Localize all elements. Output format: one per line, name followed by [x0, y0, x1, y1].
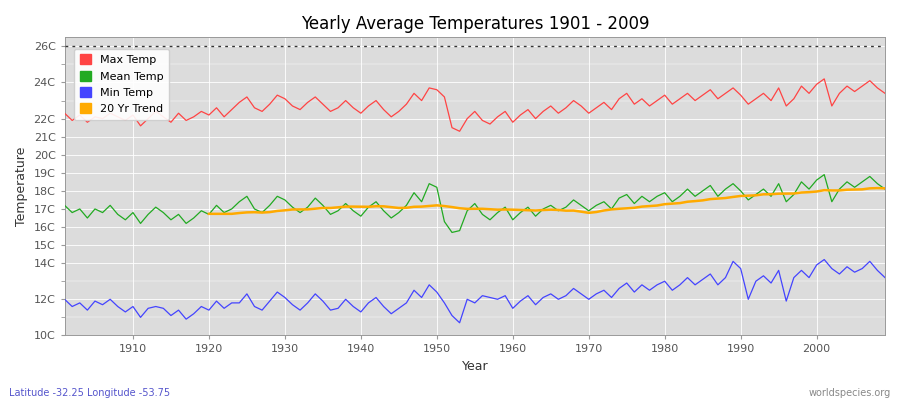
Text: Latitude -32.25 Longitude -53.75: Latitude -32.25 Longitude -53.75 [9, 388, 170, 398]
Y-axis label: Temperature: Temperature [15, 147, 28, 226]
X-axis label: Year: Year [462, 360, 488, 373]
Legend: Max Temp, Mean Temp, Min Temp, 20 Yr Trend: Max Temp, Mean Temp, Min Temp, 20 Yr Tre… [74, 49, 169, 120]
Text: worldspecies.org: worldspecies.org [809, 388, 891, 398]
Title: Yearly Average Temperatures 1901 - 2009: Yearly Average Temperatures 1901 - 2009 [301, 15, 649, 33]
